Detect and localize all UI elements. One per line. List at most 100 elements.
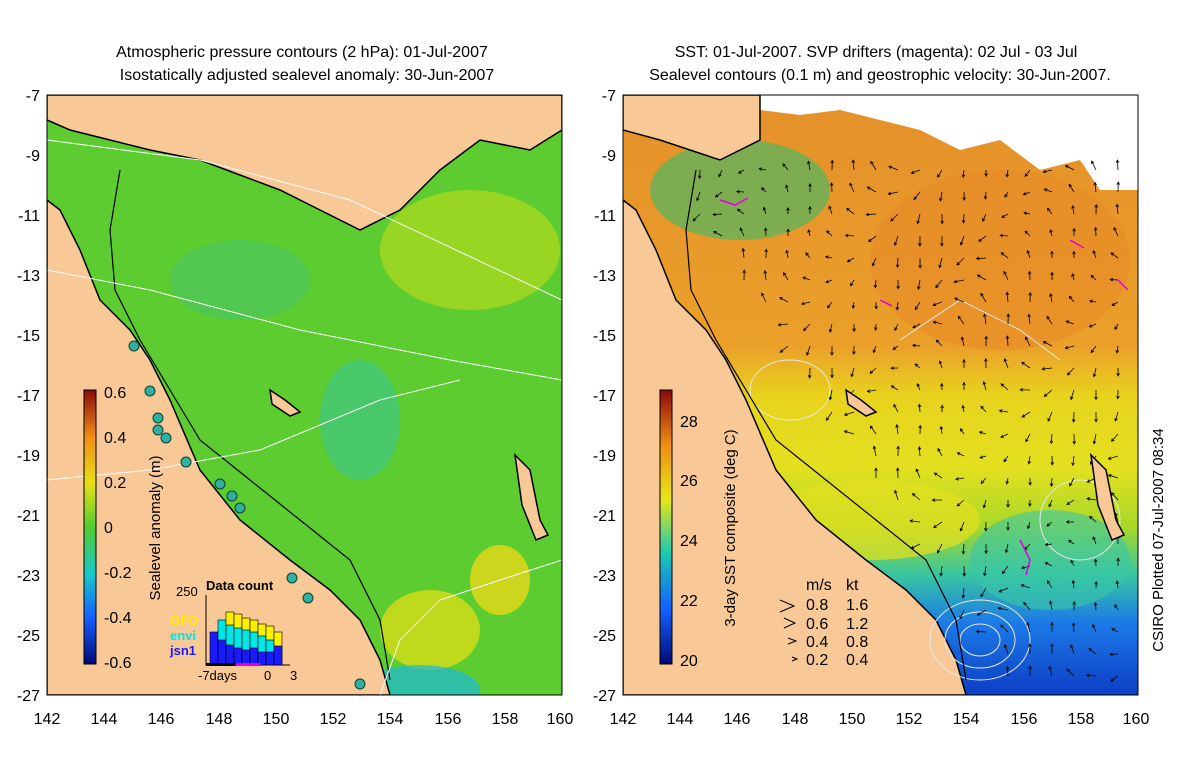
velocity-arrow (979, 455, 987, 459)
velocity-legend-ms: 0.2 (806, 652, 828, 669)
velocity-arrow (825, 279, 833, 284)
velocity-arrow (894, 323, 899, 332)
velocity-arrow (1069, 477, 1075, 487)
velocity-arrow (785, 249, 789, 259)
land-png (47, 95, 562, 231)
velocity-arrow (696, 191, 701, 202)
velocity-arrow (1109, 277, 1119, 282)
velocity-arrow (1071, 205, 1075, 215)
data-count-timebar-recent (236, 663, 260, 666)
velocity-arrow (1028, 291, 1032, 303)
velocity-arrow (913, 191, 921, 201)
velocity-arrow (1111, 628, 1119, 633)
velocity-arrow (918, 235, 922, 247)
velocity-arrow (1114, 323, 1119, 330)
velocity-arrow (763, 227, 768, 237)
velocity-arrow (939, 191, 943, 202)
velocity-arrow (761, 292, 767, 303)
velocity-arrow (849, 182, 855, 193)
right-x-axis: 142 144 146 148 150 152 154 156 158 160 (610, 711, 1150, 728)
velocity-arrow (893, 403, 899, 413)
y-tick: -17 (593, 388, 616, 405)
velocity-arrow (1071, 455, 1075, 467)
velocity-arrow (1065, 320, 1075, 325)
velocity-arrow (802, 276, 811, 281)
sst-tick: 20 (680, 653, 698, 670)
velocity-arrow (1048, 665, 1053, 677)
velocity-arrow (1050, 455, 1054, 466)
sst-blob (650, 140, 830, 240)
velocity-arrow (786, 207, 790, 215)
velocity-arrow (984, 521, 988, 532)
right-y-axis: -7 -9 -11 -13 -15 -17 -19 -21 -23 -25 -2… (593, 88, 616, 705)
x-tick: 160 (547, 711, 574, 728)
velocity-arrow (692, 213, 701, 222)
velocity-arrow (1004, 191, 1009, 198)
sst-tick: 24 (680, 533, 698, 550)
velocity-arrow (1027, 455, 1032, 465)
velocity-arrow (808, 205, 812, 215)
land-australia (47, 199, 391, 695)
velocity-arrow (1090, 274, 1097, 281)
velocity-arrow (909, 519, 921, 523)
sla-blob (360, 665, 480, 695)
drifter-tracks (719, 197, 1129, 576)
velocity-arrow (1050, 643, 1054, 655)
left-title-line1: Atmospheric pressure contours (2 hPa): 0… (116, 44, 488, 61)
velocity-arrow (1041, 367, 1053, 371)
velocity-arrow (1114, 603, 1119, 611)
velocity-arrow (940, 235, 944, 247)
velocity-arrow (1071, 272, 1075, 281)
sla-tick: 0.6 (104, 385, 126, 402)
velocity-arrow (1064, 165, 1075, 171)
velocity-legend-kt: 1.2 (846, 616, 868, 633)
velocity-arrow (782, 163, 789, 171)
velocity-arrow (1050, 250, 1054, 259)
sla-tick: -0.2 (104, 565, 132, 582)
data-count-xlabel: -7days (198, 668, 238, 683)
velocity-arrow (1088, 323, 1097, 328)
velocity-arrow (871, 257, 877, 267)
data-count-title: Data count (206, 578, 274, 593)
velocity-arrow (1114, 411, 1119, 422)
y-tick: -7 (602, 88, 616, 105)
velocity-arrow (1111, 433, 1119, 442)
velocity-arrow (914, 363, 921, 369)
velocity-arrow (1116, 367, 1120, 377)
velocity-arrow (872, 445, 877, 457)
velocity-arrow (1067, 539, 1075, 545)
x-tick: 152 (896, 711, 923, 728)
data-count-inset: Data count 250 GFO envi jsn1 -7days 0 3 (169, 578, 297, 683)
y-tick: -27 (593, 688, 616, 705)
velocity-arrow (962, 358, 966, 369)
velocity-arrow (1028, 499, 1032, 507)
velocity-arrow (933, 472, 943, 479)
velocity-arrow (807, 160, 811, 171)
velocity-arrow (826, 230, 833, 237)
velocity-arrow (1046, 580, 1053, 589)
velocity-arrow (895, 301, 900, 311)
velocity-legend-header-kt: kt (846, 577, 859, 594)
velocity-arrow (975, 256, 987, 261)
velocity-arrow (803, 323, 811, 332)
velocity-arrow (962, 381, 966, 391)
velocity-arrow (1024, 230, 1031, 237)
pressure-contour (379, 559, 562, 695)
velocity-arrow (1042, 169, 1053, 174)
y-tick: -21 (17, 508, 40, 525)
velocity-arrow (1070, 559, 1075, 567)
velocity-arrow (1068, 183, 1075, 193)
velocity-arrow (1047, 411, 1053, 422)
velocity-arrow (1086, 497, 1097, 501)
velocity-arrow (955, 477, 965, 481)
velocity-arrow (1115, 345, 1120, 354)
velocity-arrow (953, 279, 965, 284)
velocity-arrow (933, 521, 943, 529)
velocity-arrow (1044, 562, 1053, 567)
velocity-arrow (1066, 668, 1075, 677)
data-count-bars (209, 611, 283, 666)
velocity-legend: m/s kt 0.8 1.6 0.6 1.2 0.4 0.8 0.2 0.4 (779, 577, 868, 669)
pressure-contour (47, 139, 562, 301)
velocity-arrow (763, 269, 767, 281)
velocity-arrow (957, 315, 965, 325)
